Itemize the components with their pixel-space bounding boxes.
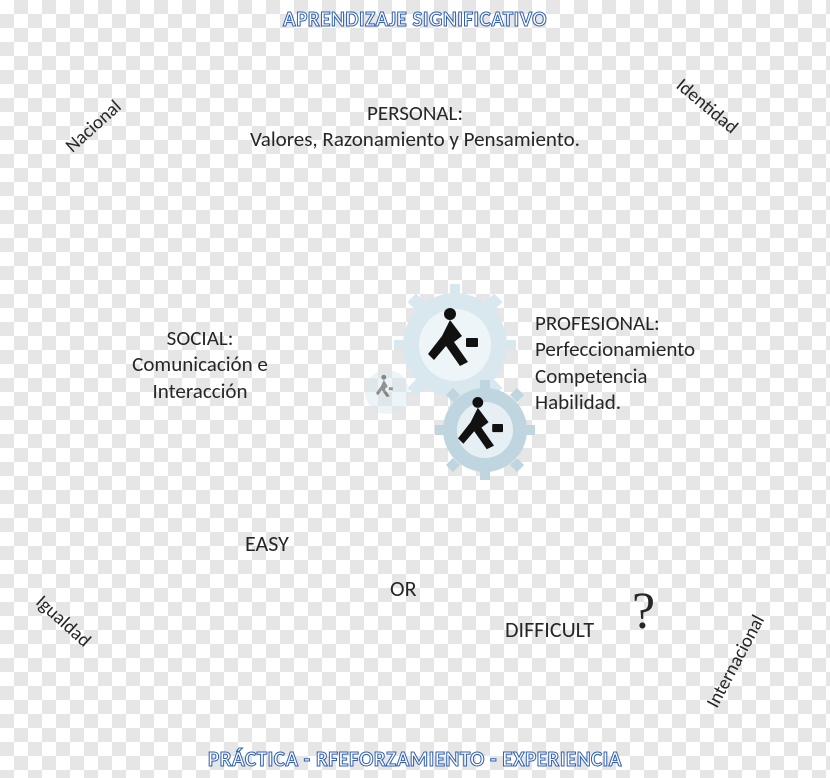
block-personal-header: PERSONAL: bbox=[245, 100, 585, 126]
question-difficult: DIFFICULT bbox=[505, 616, 594, 643]
title-top: APRENDIZAJE SIGNIFICATIVO bbox=[0, 6, 830, 32]
block-personal: PERSONAL: Valores, Razonamiento y Pensam… bbox=[245, 100, 585, 153]
block-social-header: SOCIAL: bbox=[90, 325, 310, 351]
question-mark: ? bbox=[632, 582, 655, 641]
block-profesional-body: PerfeccionamientoCompetenciaHabilidad. bbox=[535, 336, 695, 415]
block-personal-body: Valores, Razonamiento y Pensamiento. bbox=[250, 126, 580, 152]
question-or: OR bbox=[390, 575, 417, 602]
block-social-body: Comunicación e Interacción bbox=[132, 351, 268, 403]
question-easy: EASY bbox=[245, 530, 289, 557]
title-bottom: PRÁCTICA - RFEFORZAMIENTO - EXPERIENCIA bbox=[0, 746, 830, 772]
block-profesional: PROFESIONAL: PerfeccionamientoCompetenci… bbox=[535, 310, 765, 415]
block-profesional-header: PROFESIONAL: bbox=[535, 310, 765, 336]
diagram-canvas: APRENDIZAJE SIGNIFICATIVO Nacional Ident… bbox=[0, 0, 830, 778]
block-social: SOCIAL: Comunicación e Interacción bbox=[90, 325, 310, 404]
center-gears-icon bbox=[345, 275, 555, 485]
